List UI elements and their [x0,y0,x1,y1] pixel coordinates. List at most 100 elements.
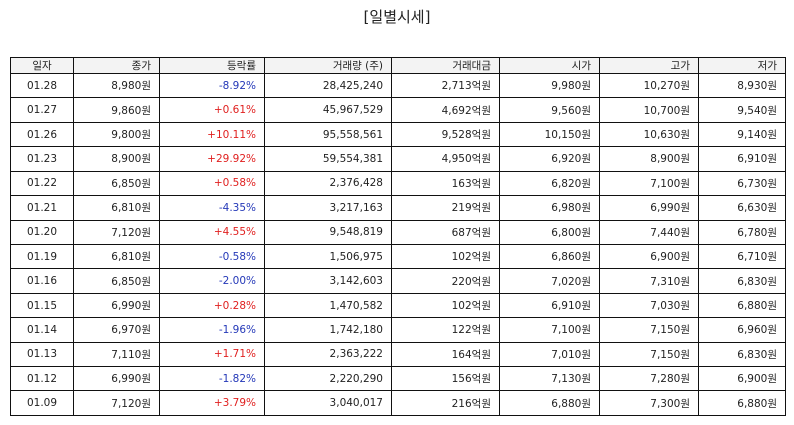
table-row: 01.27 9,860원 +0.61% 45,967,529 4,692억원 9,560원… [10,97,786,123]
column-header-amount: 거래대금 [391,57,500,74]
cell-amount: 122억원 [391,317,500,343]
cell-low: 9,540원 [698,97,786,123]
cell-open: 6,920원 [499,146,600,172]
cell-change: -8.92% [159,72,265,99]
table-row: 01.09 7,120원 +3.79% 3,040,017 216억원 6,880원 7,3… [10,390,786,416]
cell-high: 6,990원 [599,195,699,221]
cell-open: 10,150원 [499,121,600,148]
table-row: 01.21 6,810원 -4.35% 3,217,163 219억원 6,980원 6,9… [10,195,786,221]
column-header-high: 고가 [599,57,699,74]
cell-change: -1.96% [159,317,265,343]
cell-close: 8,980원 [73,72,160,99]
cell-date: 01.15 [10,292,74,319]
cell-low: 6,710원 [698,243,786,270]
cell-volume: 59,554,381 [264,146,392,172]
column-header-close: 종가 [73,57,160,74]
cell-volume: 45,967,529 [264,97,392,123]
table-row: 01.26 9,800원 +10.11% 95,558,561 9,528억원 10,15… [10,121,786,148]
cell-volume: 2,220,290 [264,366,392,392]
column-header-open: 시가 [499,57,600,74]
cell-change: -4.35% [159,195,265,221]
cell-high: 6,900원 [599,243,699,270]
cell-date: 01.27 [10,97,74,123]
table-row: 01.28 8,980원 -8.92% 28,425,240 2,713억원 9,980원… [10,72,786,99]
cell-high: 7,440원 [599,219,699,245]
cell-close: 6,970원 [73,317,160,343]
cell-change: -0.58% [159,243,265,270]
cell-date: 01.21 [10,195,74,221]
cell-low: 6,900원 [698,366,786,392]
cell-amount: 102억원 [391,292,500,319]
cell-change: -2.00% [159,268,265,294]
cell-amount: 220억원 [391,268,500,294]
page-title: [일별시세] [363,8,431,26]
cell-low: 6,880원 [698,390,786,416]
cell-amount: 4,950억원 [391,146,500,172]
cell-change: +0.58% [159,170,265,197]
table-row: 01.15 6,990원 +0.28% 1,470,582 102억원 6,910원 7,0… [10,292,786,319]
cell-change: +1.71% [159,341,265,368]
table-row: 01.19 6,810원 -0.58% 1,506,975 102억원 6,860원 6,9… [10,243,786,270]
cell-amount: 156억원 [391,366,500,392]
cell-date: 01.16 [10,268,74,294]
cell-low: 8,930원 [698,72,786,99]
cell-open: 6,980원 [499,195,600,221]
table-row: 01.12 6,990원 -1.82% 2,220,290 156억원 7,130원 7,2… [10,366,786,392]
cell-low: 6,730원 [698,170,786,197]
cell-high: 8,900원 [599,146,699,172]
cell-amount: 687억원 [391,219,500,245]
cell-volume: 3,142,603 [264,268,392,294]
cell-high: 10,700원 [599,97,699,123]
table-header-row: 일자 종가 등락률 거래량 (주) 거래대금 시가 고가 저가 [10,57,786,74]
cell-open: 6,880원 [499,390,600,416]
cell-volume: 2,376,428 [264,170,392,197]
cell-amount: 219억원 [391,195,500,221]
table-row: 01.22 6,850원 +0.58% 2,376,428 163억원 6,820원 7,1… [10,170,786,197]
table-row: 01.20 7,120원 +4.55% 9,548,819 687억원 6,800원 7,4… [10,219,786,245]
table-row: 01.13 7,110원 +1.71% 2,363,222 164억원 7,010원 7,1… [10,341,786,368]
cell-close: 6,810원 [73,195,160,221]
cell-low: 6,960원 [698,317,786,343]
cell-volume: 2,363,222 [264,341,392,368]
cell-low: 6,830원 [698,268,786,294]
cell-high: 10,270원 [599,72,699,99]
cell-volume: 3,217,163 [264,195,392,221]
column-header-change: 등락률 [159,57,265,74]
cell-low: 6,830원 [698,341,786,368]
cell-close: 7,120원 [73,219,160,245]
cell-amount: 163억원 [391,170,500,197]
cell-amount: 9,528억원 [391,121,500,148]
cell-low: 6,910원 [698,146,786,172]
cell-open: 7,020원 [499,268,600,294]
cell-change: +29.92% [159,146,265,172]
cell-change: +4.55% [159,219,265,245]
cell-volume: 3,040,017 [264,390,392,416]
cell-open: 7,100원 [499,317,600,343]
cell-date: 01.26 [10,121,74,148]
cell-volume: 1,742,180 [264,317,392,343]
cell-date: 01.09 [10,390,74,416]
cell-close: 7,120원 [73,390,160,416]
column-header-low: 저가 [698,57,786,74]
cell-close: 9,800원 [73,121,160,148]
cell-close: 6,850원 [73,170,160,197]
cell-low: 6,880원 [698,292,786,319]
cell-open: 6,820원 [499,170,600,197]
cell-close: 6,850원 [73,268,160,294]
cell-amount: 164억원 [391,341,500,368]
cell-open: 7,010원 [499,341,600,368]
column-header-volume: 거래량 (주) [264,57,392,74]
cell-date: 01.20 [10,219,74,245]
cell-amount: 102억원 [391,243,500,270]
cell-high: 7,030원 [599,292,699,319]
cell-open: 9,980원 [499,72,600,99]
cell-volume: 28,425,240 [264,72,392,99]
cell-close: 9,860원 [73,97,160,123]
column-header-date: 일자 [10,57,74,74]
cell-high: 7,150원 [599,341,699,368]
cell-date: 01.13 [10,341,74,368]
cell-low: 6,780원 [698,219,786,245]
table-row: 01.16 6,850원 -2.00% 3,142,603 220억원 7,020원 7,3… [10,268,786,294]
cell-high: 7,310원 [599,268,699,294]
cell-open: 6,860원 [499,243,600,270]
